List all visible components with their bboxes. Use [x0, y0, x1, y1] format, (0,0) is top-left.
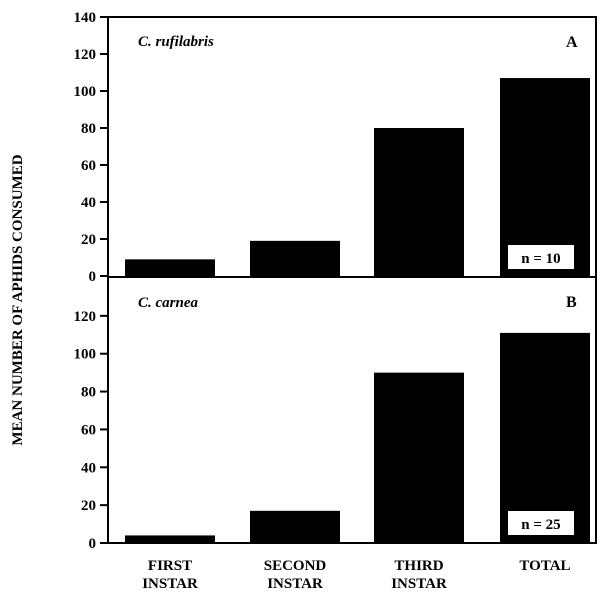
panel-a-bar-2	[250, 240, 340, 276]
panel-b-bars	[125, 332, 590, 543]
x-axis-category-labels: FIRST INSTAR SECOND INSTAR THIRD INSTAR TOTAL	[142, 558, 570, 592]
panel-a-y-tick-label: 60	[81, 158, 96, 174]
panel-a-n-box	[506, 243, 576, 271]
panel-b-species-label: C. carnea	[138, 295, 199, 311]
panel-a-y-tick-label: 140	[74, 10, 97, 26]
x-category-label: TOTAL	[519, 558, 570, 574]
panel-b: 0 20 40 60 80 100 120 C. carnea B n = 25	[74, 276, 597, 552]
x-category-label: SECOND INSTAR	[264, 558, 327, 592]
panel-b-frame	[107, 276, 597, 544]
panel-b-bar-1	[125, 535, 215, 543]
panel-a-bar-3	[374, 128, 464, 276]
panel-b-y-tick-label: 60	[81, 422, 96, 438]
panel-b-letter: B	[566, 294, 577, 311]
panel-b-n-box	[506, 509, 576, 537]
panel-b-y-tick-label: 100	[74, 347, 97, 363]
panel-a-y-tick-label: 0	[89, 269, 97, 285]
y-axis-label: MEAN NUMBER OF APHIDS CONSUMED	[10, 154, 26, 445]
panel-a-bars	[125, 78, 590, 276]
panel-b-bar-2	[250, 510, 340, 543]
panel-b-y-tick-label: 80	[81, 385, 96, 401]
panel-a-y-tick-label: 40	[81, 195, 96, 211]
panel-a-species-label: C. rufilabris	[138, 34, 214, 50]
panel-b-y-tick-label: 20	[81, 498, 96, 514]
panel-b-n-label: n = 25	[521, 517, 560, 533]
panel-a-y-ticks: 0 20 40 60 80 100 120 140	[74, 10, 108, 285]
panel-b-y-tick-label: 40	[81, 460, 96, 476]
panel-b-y-tick-label: 120	[74, 309, 97, 325]
panel-a: 0 20 40 60 80 100 120 140 C. rufilabris A n = 1…	[74, 10, 597, 285]
panel-a-y-tick-label: 120	[74, 47, 97, 63]
panel-a-bar-1	[125, 259, 215, 276]
panel-a-y-tick-label: 80	[81, 121, 96, 137]
x-category-label: THIRD INSTAR	[391, 558, 447, 592]
panel-a-y-tick-label: 100	[74, 84, 97, 100]
panel-a-n-label: n = 10	[521, 251, 560, 267]
panel-a-y-tick-label: 20	[81, 232, 96, 248]
x-category-label: FIRST INSTAR	[142, 558, 198, 592]
panel-b-y-tick-label: 0	[89, 536, 97, 552]
panel-a-letter: A	[566, 34, 578, 51]
panel-b-y-ticks: 0 20 40 60 80 100 120	[74, 309, 108, 552]
panel-b-bar-3	[374, 372, 464, 543]
panel-b-bar-4	[500, 332, 590, 543]
